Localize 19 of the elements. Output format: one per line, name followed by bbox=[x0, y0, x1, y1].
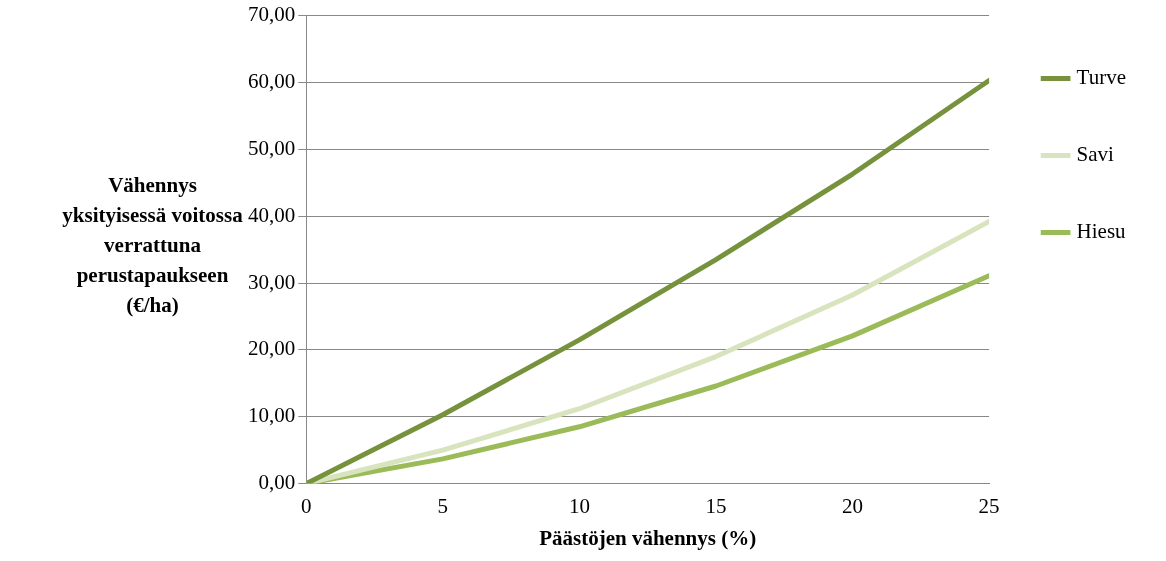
x-tick-label: 15 bbox=[705, 493, 727, 518]
y-tick-label: 10,00 bbox=[248, 403, 296, 428]
y-axis-title: Vähennys yksityisessä voitossa verrattuna perustapaukseen (€/ha) bbox=[62, 173, 243, 317]
y-tick-label: 50,00 bbox=[248, 135, 296, 160]
y-tick-label: 0,00 bbox=[258, 470, 296, 495]
y-tick-label: 40,00 bbox=[248, 202, 296, 227]
legend-label: Savi bbox=[1076, 142, 1115, 167]
x-tick-label: 25 bbox=[978, 493, 1000, 518]
x-tick-label: 5 bbox=[437, 493, 449, 518]
y-tick-label: 70,00 bbox=[248, 2, 296, 27]
x-axis-title: Päästöjen vähennys (%) bbox=[539, 525, 757, 550]
y-tick-label: 30,00 bbox=[248, 269, 296, 294]
y-tick-label: 20,00 bbox=[248, 336, 296, 361]
x-tick-label: 20 bbox=[842, 493, 864, 518]
legend-label: Hiesu bbox=[1076, 219, 1127, 244]
x-tick-label: 0 bbox=[301, 493, 312, 518]
y-tick-label: 60,00 bbox=[248, 68, 296, 93]
legend-label: Turve bbox=[1076, 65, 1126, 90]
x-tick-label: 10 bbox=[568, 493, 590, 518]
